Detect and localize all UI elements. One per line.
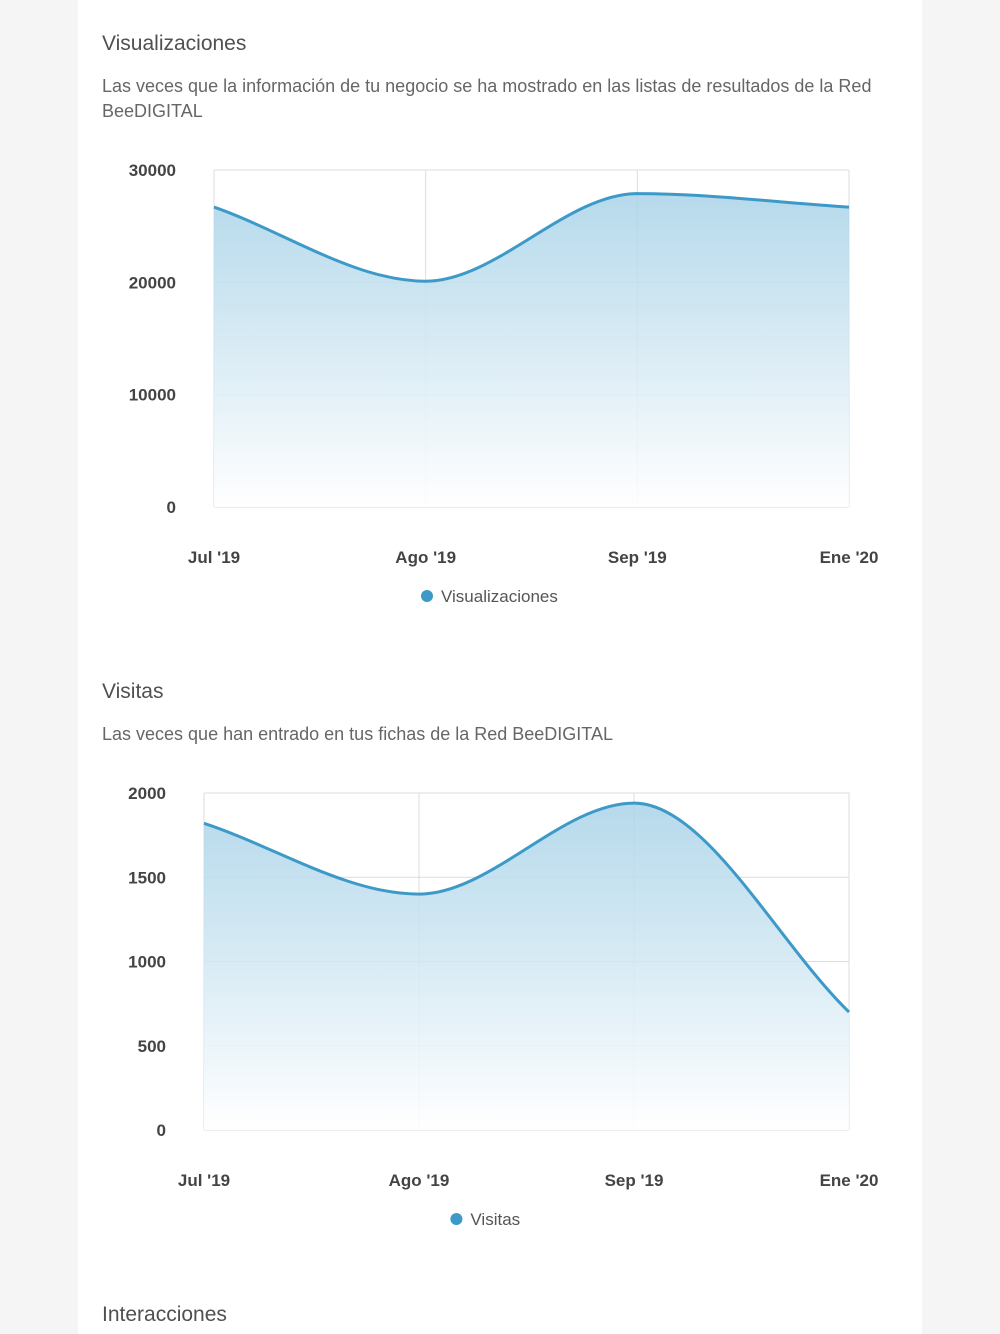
data-point[interactable] [845,1008,853,1016]
x-tick-label: Ago '19 [395,548,456,567]
x-tick-label: Ago '19 [389,1171,450,1190]
series-area [204,803,849,1130]
y-tick-label: 20000 [129,273,176,292]
y-tick-label: 0 [157,1121,166,1140]
legend-label: Visualizaciones [441,587,558,606]
section-title-visitas: Visitas [102,680,164,703]
data-point[interactable] [200,819,208,827]
x-tick-label: Jul '19 [178,1171,230,1190]
x-tick-label: Ene '20 [820,1171,879,1190]
legend-label: Visitas [470,1210,520,1229]
section-title-visualizaciones: Visualizaciones [102,32,247,55]
data-point[interactable] [422,277,430,285]
y-tick-label: 1000 [128,953,166,972]
visualizaciones-chart: 0 10000 20000 30000 Jul '19 Ago '19 Sep '19 Ene… [129,161,879,606]
y-tick-label: 2000 [128,784,166,803]
legend-item[interactable]: Visualizaciones [421,587,558,606]
x-tick-label: Sep '19 [608,548,667,567]
series-line [203,801,851,1014]
legend-marker [450,1213,463,1225]
section-description-visualizaciones: Las veces que la información de tu negoc… [102,76,872,121]
section-description-visitas: Las veces que han entrado en tus fichas … [102,724,613,744]
series-line [213,192,850,283]
series-area [214,193,849,507]
legend-marker [421,590,433,602]
y-tick-label: 0 [167,498,176,517]
legend-item[interactable]: Visitas [450,1210,520,1229]
data-point[interactable] [630,799,638,807]
data-point[interactable] [210,203,218,211]
section-title-interacciones: Interacciones [102,1303,227,1326]
x-tick-label: Jul '19 [188,548,240,567]
y-tick-label: 1500 [128,868,166,887]
data-point[interactable] [633,190,641,198]
y-tick-label: 500 [138,1037,166,1056]
y-tick-label: 10000 [129,386,176,405]
x-tick-label: Sep '19 [605,1171,664,1190]
data-point[interactable] [845,203,853,211]
report-card: Visualizaciones Las veces que la informa… [78,0,922,1334]
y-tick-label: 30000 [129,161,176,180]
x-tick-label: Ene '20 [820,548,879,567]
visitas-chart: 0 500 1000 1500 2000 Jul '19 Ago '19 Sep '19 Ene… [128,784,879,1229]
data-point[interactable] [415,890,423,898]
